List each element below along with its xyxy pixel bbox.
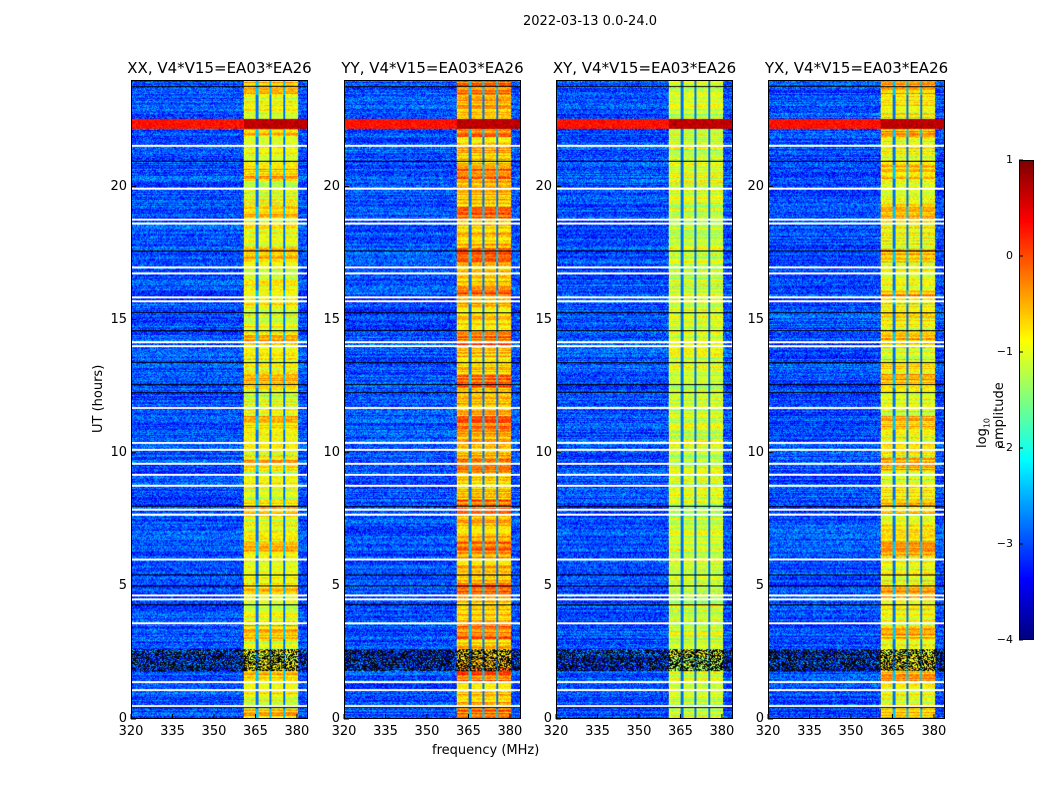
y-tick-label: 5 [118, 577, 127, 593]
y-tick-label: 15 [323, 311, 340, 327]
x-tick-label: 320 [543, 724, 569, 739]
panel-title: YX, V4*V15=EA03*EA26 [764, 59, 949, 77]
y-tick-label: 10 [110, 444, 127, 460]
x-tick-label: 380 [497, 724, 523, 739]
x-tick-label: 335 [373, 724, 398, 739]
y-tick-label: 10 [747, 444, 764, 460]
x-tick-label: 380 [709, 724, 735, 739]
y-tick-label: 20 [323, 178, 340, 194]
colorbar-tick-label: −3 [996, 537, 1013, 550]
x-tick-label: 365 [456, 724, 481, 739]
colorbar [1019, 160, 1034, 640]
x-axis-label: frequency (MHz) [432, 743, 540, 758]
heatmap-panel-2 [344, 80, 521, 719]
panel-title: XX, V4*V15=EA03*EA26 [127, 59, 312, 77]
colorbar-tick-label: −1 [996, 345, 1013, 358]
x-tick-label: 350 [414, 724, 440, 739]
y-tick-label: 0 [755, 711, 764, 726]
colorbar-tick-label: −4 [996, 633, 1013, 646]
y-tick-label: 15 [535, 311, 552, 327]
heatmap-panel-1 [131, 80, 308, 719]
y-tick-label: 0 [118, 711, 127, 726]
y-tick-label: 5 [331, 577, 340, 593]
y-tick-label: 20 [747, 178, 764, 194]
y-tick-label: 15 [747, 311, 764, 327]
y-tick-label: 20 [110, 178, 127, 194]
y-tick-label: 10 [323, 444, 340, 460]
x-tick-label: 380 [921, 724, 947, 739]
x-tick-label: 350 [201, 724, 227, 739]
colorbar-tick-label: −2 [996, 441, 1013, 454]
x-tick-label: 335 [585, 724, 610, 739]
x-tick-label: 320 [755, 724, 781, 739]
y-tick-label: 0 [331, 711, 340, 726]
x-tick-label: 350 [838, 724, 864, 739]
x-tick-label: 335 [797, 724, 822, 739]
panel-title: XY, V4*V15=EA03*EA26 [552, 59, 737, 77]
x-tick-label: 320 [331, 724, 357, 739]
x-tick-label: 350 [626, 724, 652, 739]
x-tick-label: 365 [668, 724, 693, 739]
colorbar-tick-label: 0 [1006, 249, 1013, 262]
y-tick-label: 20 [535, 178, 552, 194]
x-tick-label: 365 [880, 724, 905, 739]
panel-title: YY, V4*V15=EA03*EA26 [341, 59, 524, 77]
y-tick-label: 5 [755, 577, 764, 593]
x-tick-label: 335 [160, 724, 185, 739]
x-tick-label: 365 [243, 724, 268, 739]
figure-title: 2022-03-13 0.0-24.0 [523, 14, 657, 29]
y-tick-label: 0 [543, 711, 552, 726]
y-tick-label: 10 [535, 444, 552, 460]
heatmap-panel-4 [768, 80, 945, 719]
colorbar-tick-label: 1 [1006, 153, 1013, 166]
y-tick-label: 5 [543, 577, 552, 593]
y-axis-label: UT (hours) [91, 364, 106, 433]
heatmap-panel-3 [556, 80, 733, 719]
x-tick-label: 380 [284, 724, 310, 739]
x-tick-label: 320 [118, 724, 144, 739]
colorbar-label: log10 amplitude [975, 382, 1007, 448]
y-tick-label: 15 [110, 311, 127, 327]
